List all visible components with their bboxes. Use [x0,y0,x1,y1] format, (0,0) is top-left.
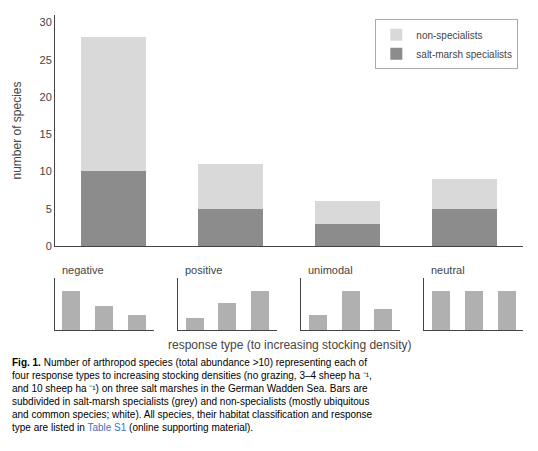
svg-text:25: 25 [40,54,52,66]
svg-text:30: 30 [40,16,52,28]
svg-text:Fig. 1. Number of arthropod sp: Fig. 1. Number of arthropod species (tot… [12,357,373,433]
svg-text:5: 5 [46,203,52,215]
svg-text:non-specialists: non-specialists [416,30,482,41]
svg-text:response type (to increasing s: response type (to increasing stocking de… [168,338,411,352]
svg-text:negative: negative [62,264,104,276]
svg-text:neutral: neutral [431,264,465,276]
svg-text:positive: positive [185,264,222,276]
svg-text:salt-marsh specialists: salt-marsh specialists [416,49,512,60]
svg-text:unimodal: unimodal [308,264,353,276]
svg-text:number of species: number of species [10,81,24,179]
svg-text:15: 15 [40,128,52,140]
svg-text:10: 10 [40,165,52,177]
svg-text:20: 20 [40,91,52,103]
svg-text:0: 0 [46,240,52,252]
